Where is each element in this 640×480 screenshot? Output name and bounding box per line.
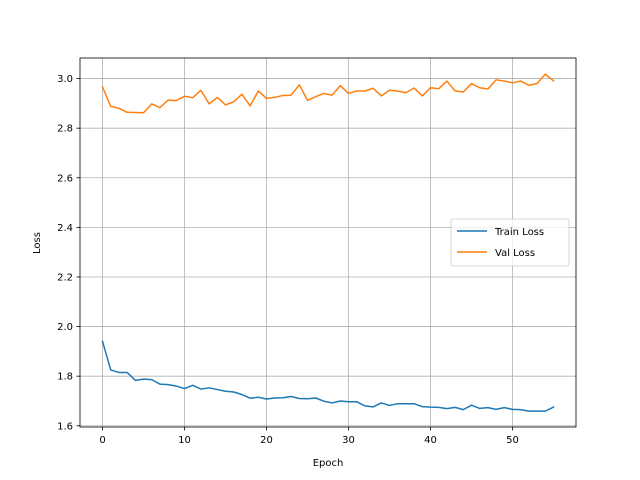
plot-frame (79, 57, 577, 428)
legend: Train Loss Val Loss (450, 218, 570, 267)
x-tick-label: 0 (99, 435, 105, 446)
y-tick-label: 2.0 (57, 322, 73, 333)
x-tick-label: 20 (260, 435, 273, 446)
y-tick-label: 1.8 (57, 372, 73, 383)
x-tick-label: 10 (178, 435, 191, 446)
x-axis-label: Epoch (313, 458, 344, 469)
x-axis-ticks: 0 10 20 30 40 50 (99, 427, 519, 446)
y-tick-label: 3.0 (57, 74, 73, 85)
x-tick-label: 30 (342, 435, 355, 446)
y-tick-label: 1.6 (57, 421, 73, 432)
y-tick-label: 2.2 (57, 272, 73, 283)
x-tick-label: 40 (424, 435, 437, 446)
y-tick-label: 2.8 (57, 124, 73, 135)
legend-label-val-loss: Val Loss (495, 248, 535, 259)
y-tick-label: 2.4 (57, 223, 73, 234)
series-line-train-loss (101, 340, 555, 412)
y-axis-label: Loss (32, 232, 43, 254)
y-axis-ticks: 1.6 1.8 2.0 2.2 2.4 2.6 2.8 3.0 (57, 74, 80, 432)
series-layer (101, 73, 555, 412)
y-tick-label: 2.6 (57, 173, 73, 184)
legend-label-train-loss: Train Loss (494, 227, 544, 238)
x-tick-label: 50 (506, 435, 519, 446)
series-line-val-loss (101, 73, 555, 114)
